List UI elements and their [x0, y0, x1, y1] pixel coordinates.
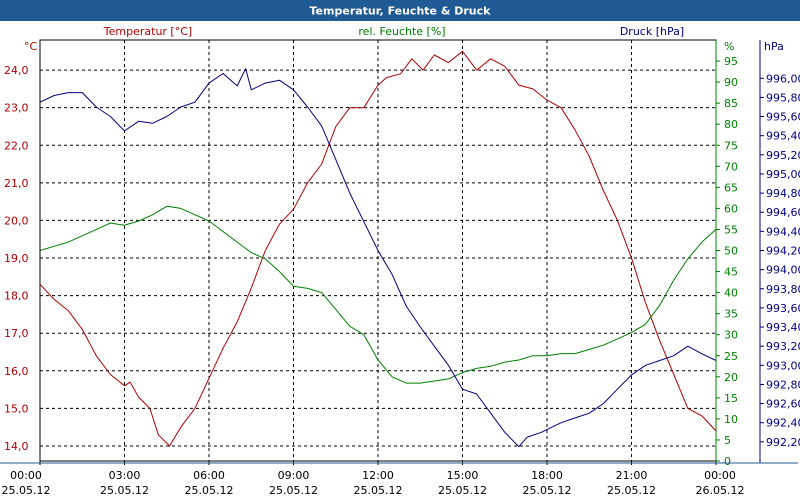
- x-tick-date-label: 25.05.12: [185, 484, 234, 497]
- pressure-tick-label: 995,20: [766, 149, 800, 162]
- temperature-tick-label: 15,0: [4, 402, 29, 415]
- series-line-temperature: [39, 50, 717, 447]
- temperature-tick-label: 14,0: [4, 440, 29, 453]
- pressure-tick-label: 993,80: [766, 283, 800, 296]
- humidity-tick-label: 75: [724, 139, 738, 152]
- pressure-tick-label: 994,20: [766, 245, 800, 258]
- pressure-tick-label: 992,40: [766, 417, 800, 430]
- humidity-tick-label: 40: [724, 287, 738, 300]
- humidity-tick-label: 60: [724, 202, 738, 215]
- humidity-tick-label: 85: [724, 97, 738, 110]
- pressure-tick-label: 992,80: [766, 378, 800, 391]
- humidity-tick-label: 45: [724, 266, 738, 279]
- x-tick-time-label: 21:00: [616, 469, 648, 482]
- series-line-humidity: [39, 205, 717, 384]
- humidity-unit-label: %: [724, 40, 734, 53]
- humidity-tick-label: 10: [724, 413, 738, 426]
- x-tick-time-label: 18:00: [531, 469, 563, 482]
- x-tick-time-label: 09:00: [278, 469, 310, 482]
- x-tick-time-label: 12:00: [362, 469, 394, 482]
- temperature-tick-label: 20,0: [4, 214, 29, 227]
- temperature-tick-label: 21,0: [4, 177, 29, 190]
- pressure-tick-label: 996,00: [766, 72, 800, 85]
- temperature-unit-label: °C: [24, 40, 38, 53]
- axes: [0, 39, 798, 465]
- humidity-axis-title: rel. Feuchte [%]: [358, 25, 445, 38]
- x-tick-date-label: 25.05.12: [523, 484, 572, 497]
- humidity-tick-label: 35: [724, 308, 738, 321]
- temperature-tick-label: 17,0: [4, 327, 29, 340]
- title-bar: [0, 0, 800, 21]
- temperature-tick-label: 23,0: [4, 102, 29, 115]
- pressure-tick-label: 994,40: [766, 225, 800, 238]
- humidity-tick-label: 5: [724, 434, 731, 447]
- pressure-tick-label: 993,60: [766, 302, 800, 315]
- pressure-tick-label: 995,80: [766, 91, 800, 104]
- pressure-tick-label: 993,40: [766, 321, 800, 334]
- humidity-tick-label: 25: [724, 350, 738, 363]
- humidity-tick-label: 50: [724, 245, 738, 258]
- temperature-tick-label: 19,0: [4, 252, 29, 265]
- humidity-tick-label: 55: [724, 223, 738, 236]
- x-tick-date-label: 25.05.12: [2, 484, 51, 497]
- pressure-unit-label: hPa: [764, 40, 784, 53]
- series-line-pressure: [39, 68, 717, 448]
- humidity-tick-label: 15: [724, 392, 738, 405]
- chart-title: Temperatur, Feuchte & Druck: [310, 5, 492, 18]
- pressure-tick-label: 992,20: [766, 436, 800, 449]
- x-tick-time-label: 03:00: [109, 469, 141, 482]
- temperature-tick-label: 18,0: [4, 290, 29, 303]
- x-tick-date-label: 25.05.12: [607, 484, 656, 497]
- pressure-tick-label: 995,40: [766, 130, 800, 143]
- x-tick-time-label: 00:00: [10, 469, 42, 482]
- series-layer: [39, 50, 717, 448]
- humidity-tick-label: 80: [724, 118, 738, 131]
- x-tick-date-label: 25.05.12: [100, 484, 149, 497]
- x-tick-time-label: 00:00: [704, 469, 736, 482]
- temperature-axis-title: Temperatur [°C]: [103, 25, 192, 38]
- pressure-tick-label: 995,00: [766, 168, 800, 181]
- pressure-tick-label: 993,00: [766, 359, 800, 372]
- x-tick-date-label: 26.05.12: [696, 484, 745, 497]
- temperature-tick-label: 24,0: [4, 64, 29, 77]
- x-tick-date-label: 25.05.12: [438, 484, 487, 497]
- pressure-tick-label: 995,60: [766, 111, 800, 124]
- axis-labels: 00:00 25.05.12 03:00 25.05.12 06:00 25.05.12 0…: [2, 25, 800, 497]
- x-tick-date-label: 25.05.12: [354, 484, 403, 497]
- temperature-tick-label: 22,0: [4, 139, 29, 152]
- humidity-tick-label: 20: [724, 371, 738, 384]
- humidity-tick-label: 90: [724, 76, 738, 89]
- humidity-tick-label: 70: [724, 160, 738, 173]
- pressure-axis-title: Druck [hPa]: [620, 25, 684, 38]
- pressure-tick-label: 992,60: [766, 398, 800, 411]
- pressure-tick-label: 994,60: [766, 206, 800, 219]
- humidity-tick-label: 65: [724, 181, 738, 194]
- temperature-tick-label: 16,0: [4, 365, 29, 378]
- pressure-tick-label: 993,20: [766, 340, 800, 353]
- pressure-tick-label: 994,80: [766, 187, 800, 200]
- humidity-tick-label: 95: [724, 55, 738, 68]
- x-tick-time-label: 06:00: [193, 469, 225, 482]
- x-tick-date-label: 25.05.12: [269, 484, 318, 497]
- humidity-tick-label: 30: [724, 329, 738, 342]
- pressure-tick-label: 994,00: [766, 264, 800, 277]
- grid: [40, 40, 716, 461]
- x-tick-time-label: 15:00: [447, 469, 479, 482]
- humidity-tick-label: 0: [724, 455, 731, 468]
